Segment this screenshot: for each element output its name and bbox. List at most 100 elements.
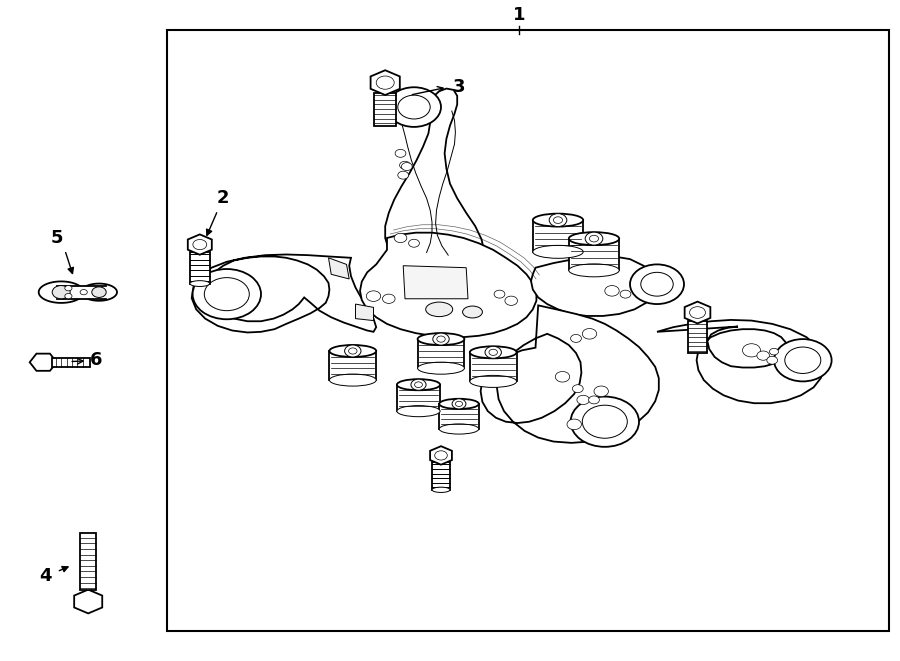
Bar: [374, 93, 396, 126]
Circle shape: [620, 290, 631, 298]
Ellipse shape: [418, 362, 464, 374]
Circle shape: [92, 287, 106, 297]
Circle shape: [742, 344, 760, 357]
Circle shape: [571, 334, 581, 342]
Ellipse shape: [533, 245, 583, 258]
Ellipse shape: [418, 333, 464, 345]
Ellipse shape: [470, 346, 517, 358]
Circle shape: [193, 239, 207, 250]
Circle shape: [770, 348, 778, 355]
Circle shape: [571, 397, 639, 447]
Circle shape: [411, 379, 426, 390]
Ellipse shape: [470, 375, 517, 387]
Ellipse shape: [426, 302, 453, 317]
Ellipse shape: [397, 406, 440, 416]
Text: 6: 6: [90, 351, 103, 369]
Circle shape: [689, 307, 706, 319]
Circle shape: [582, 329, 597, 339]
Bar: [439, 404, 479, 429]
Circle shape: [409, 239, 419, 247]
Ellipse shape: [329, 345, 376, 357]
Circle shape: [345, 345, 361, 357]
Circle shape: [505, 296, 518, 305]
Circle shape: [585, 232, 603, 245]
Bar: [418, 339, 464, 368]
Polygon shape: [360, 233, 536, 337]
Polygon shape: [192, 254, 376, 332]
Circle shape: [204, 278, 249, 311]
Circle shape: [757, 351, 770, 360]
Circle shape: [785, 347, 821, 373]
Polygon shape: [39, 282, 84, 303]
Polygon shape: [657, 320, 824, 403]
Ellipse shape: [463, 306, 482, 318]
Circle shape: [348, 348, 357, 354]
Polygon shape: [81, 284, 117, 301]
Circle shape: [52, 286, 70, 299]
Circle shape: [590, 235, 598, 242]
Bar: [397, 385, 440, 411]
Circle shape: [435, 451, 447, 460]
Bar: [329, 351, 376, 380]
Polygon shape: [356, 304, 373, 321]
Ellipse shape: [569, 264, 619, 277]
Circle shape: [485, 346, 501, 358]
Circle shape: [398, 171, 409, 179]
Ellipse shape: [329, 374, 376, 386]
Ellipse shape: [533, 214, 583, 227]
Polygon shape: [403, 266, 468, 299]
Text: 1: 1: [513, 5, 526, 24]
Ellipse shape: [569, 232, 619, 245]
Ellipse shape: [439, 399, 479, 409]
Circle shape: [630, 264, 684, 304]
Bar: [190, 252, 210, 284]
Polygon shape: [385, 89, 484, 275]
Circle shape: [555, 371, 570, 382]
Circle shape: [433, 333, 449, 345]
Bar: [166, 30, 889, 631]
Ellipse shape: [439, 424, 479, 434]
Ellipse shape: [432, 487, 450, 492]
Bar: [470, 352, 517, 381]
Circle shape: [494, 290, 505, 298]
Circle shape: [594, 386, 608, 397]
Circle shape: [382, 294, 395, 303]
Polygon shape: [531, 256, 655, 316]
Circle shape: [401, 163, 412, 171]
Circle shape: [400, 161, 410, 169]
Polygon shape: [57, 286, 106, 299]
Circle shape: [577, 395, 590, 405]
Circle shape: [193, 269, 261, 319]
Circle shape: [572, 385, 583, 393]
Circle shape: [387, 87, 441, 127]
Circle shape: [376, 76, 394, 89]
Circle shape: [489, 349, 498, 356]
Circle shape: [767, 356, 778, 364]
Circle shape: [774, 339, 832, 381]
Circle shape: [641, 272, 673, 296]
Circle shape: [436, 336, 446, 342]
Bar: [80, 533, 96, 590]
Circle shape: [415, 382, 422, 387]
Circle shape: [398, 95, 430, 119]
Circle shape: [395, 149, 406, 157]
Text: 2: 2: [217, 189, 230, 208]
Text: 5: 5: [50, 229, 63, 247]
Circle shape: [582, 405, 627, 438]
Circle shape: [65, 293, 72, 299]
Circle shape: [589, 396, 599, 404]
Polygon shape: [328, 258, 349, 279]
Circle shape: [394, 233, 407, 243]
Bar: [432, 462, 450, 490]
Circle shape: [455, 401, 463, 407]
Circle shape: [452, 399, 466, 409]
Bar: [52, 358, 90, 367]
Circle shape: [65, 286, 72, 291]
Bar: [688, 321, 707, 353]
Bar: [569, 239, 619, 270]
Circle shape: [554, 217, 562, 223]
Circle shape: [366, 291, 381, 301]
Text: 3: 3: [453, 78, 465, 97]
Ellipse shape: [190, 281, 210, 286]
Circle shape: [80, 290, 87, 295]
